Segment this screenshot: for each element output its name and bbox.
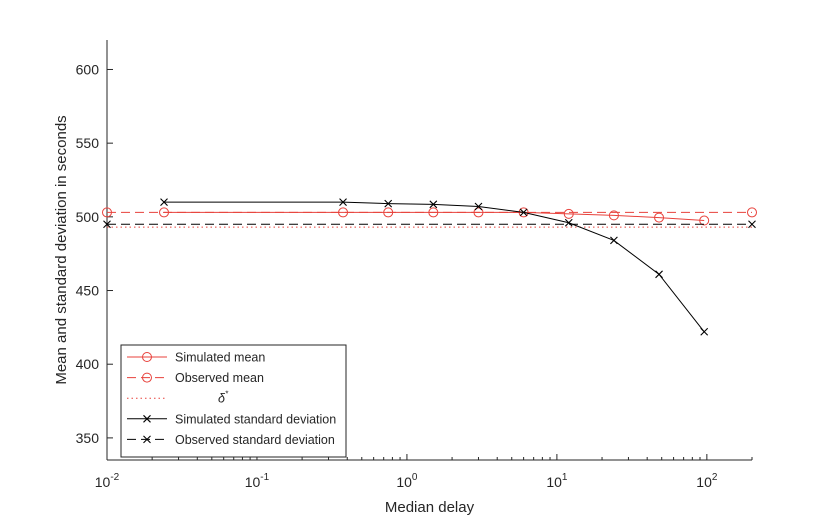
series-5 xyxy=(103,220,756,229)
data-point xyxy=(700,327,709,336)
data-point xyxy=(655,270,663,279)
y-tick-label: 500 xyxy=(76,209,100,225)
y-tick-label: 600 xyxy=(76,61,100,77)
x-tick-label: 101 xyxy=(546,472,568,490)
data-point xyxy=(519,208,528,217)
legend-entry: Simulated mean xyxy=(127,351,265,365)
data-point xyxy=(699,215,710,226)
y-tick-label: 400 xyxy=(76,356,100,372)
data-point xyxy=(610,236,618,245)
x-axis-label: Median delay xyxy=(385,499,475,516)
data-point xyxy=(103,220,111,229)
series-4 xyxy=(160,198,709,336)
data-point xyxy=(563,208,574,219)
data-point xyxy=(339,198,347,206)
y-tick-label: 350 xyxy=(76,430,100,446)
y-axis-label: Mean and standard deviation in seconds xyxy=(53,115,70,384)
data-point xyxy=(474,202,483,211)
data-point xyxy=(384,199,393,208)
data-point xyxy=(429,200,438,209)
data-point xyxy=(160,198,168,206)
data-point xyxy=(747,207,757,218)
legend-marker xyxy=(143,414,151,423)
legend-label: Observed mean xyxy=(175,371,264,385)
data-point xyxy=(564,218,573,227)
legend-marker xyxy=(143,435,151,444)
x-tick-label: 100 xyxy=(396,472,418,490)
x-tick-label: 102 xyxy=(696,472,718,490)
series-1 xyxy=(159,207,710,226)
legend-marker xyxy=(142,352,152,362)
legend-entry: Observed standard deviation xyxy=(127,433,335,447)
data-point xyxy=(748,220,756,229)
legend: Simulated mean Observed mean δ* Simulated s… xyxy=(120,344,347,458)
series-layer xyxy=(102,198,757,336)
legend-entry: Simulated standard deviation xyxy=(127,412,336,426)
series-line xyxy=(164,201,705,333)
legend-label: Simulated standard deviation xyxy=(175,412,336,426)
legend-box xyxy=(120,344,347,458)
data-point xyxy=(654,212,665,223)
x-tick-label: 10-2 xyxy=(95,472,120,490)
legend-label: δ* xyxy=(218,390,229,406)
legend-entry: Observed mean xyxy=(127,371,264,385)
x-tick-label: 10-1 xyxy=(245,472,270,490)
legend-entry: δ* xyxy=(127,390,229,406)
data-point xyxy=(608,210,619,221)
data-point xyxy=(102,207,112,218)
legend-label: Simulated mean xyxy=(175,351,265,365)
series-2 xyxy=(102,207,757,218)
legend-label: Observed standard deviation xyxy=(175,433,335,447)
y-tick-label: 550 xyxy=(76,135,100,151)
legend-marker xyxy=(142,372,152,383)
y-tick-label: 450 xyxy=(76,283,100,299)
